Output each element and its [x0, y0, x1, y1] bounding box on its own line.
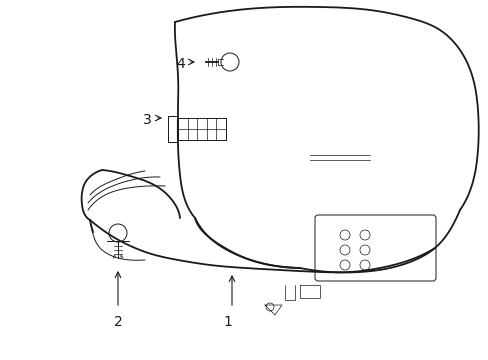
Text: 4: 4 — [176, 57, 184, 71]
Text: 1: 1 — [223, 315, 232, 329]
Text: 2: 2 — [113, 315, 122, 329]
Text: 3: 3 — [143, 113, 152, 127]
